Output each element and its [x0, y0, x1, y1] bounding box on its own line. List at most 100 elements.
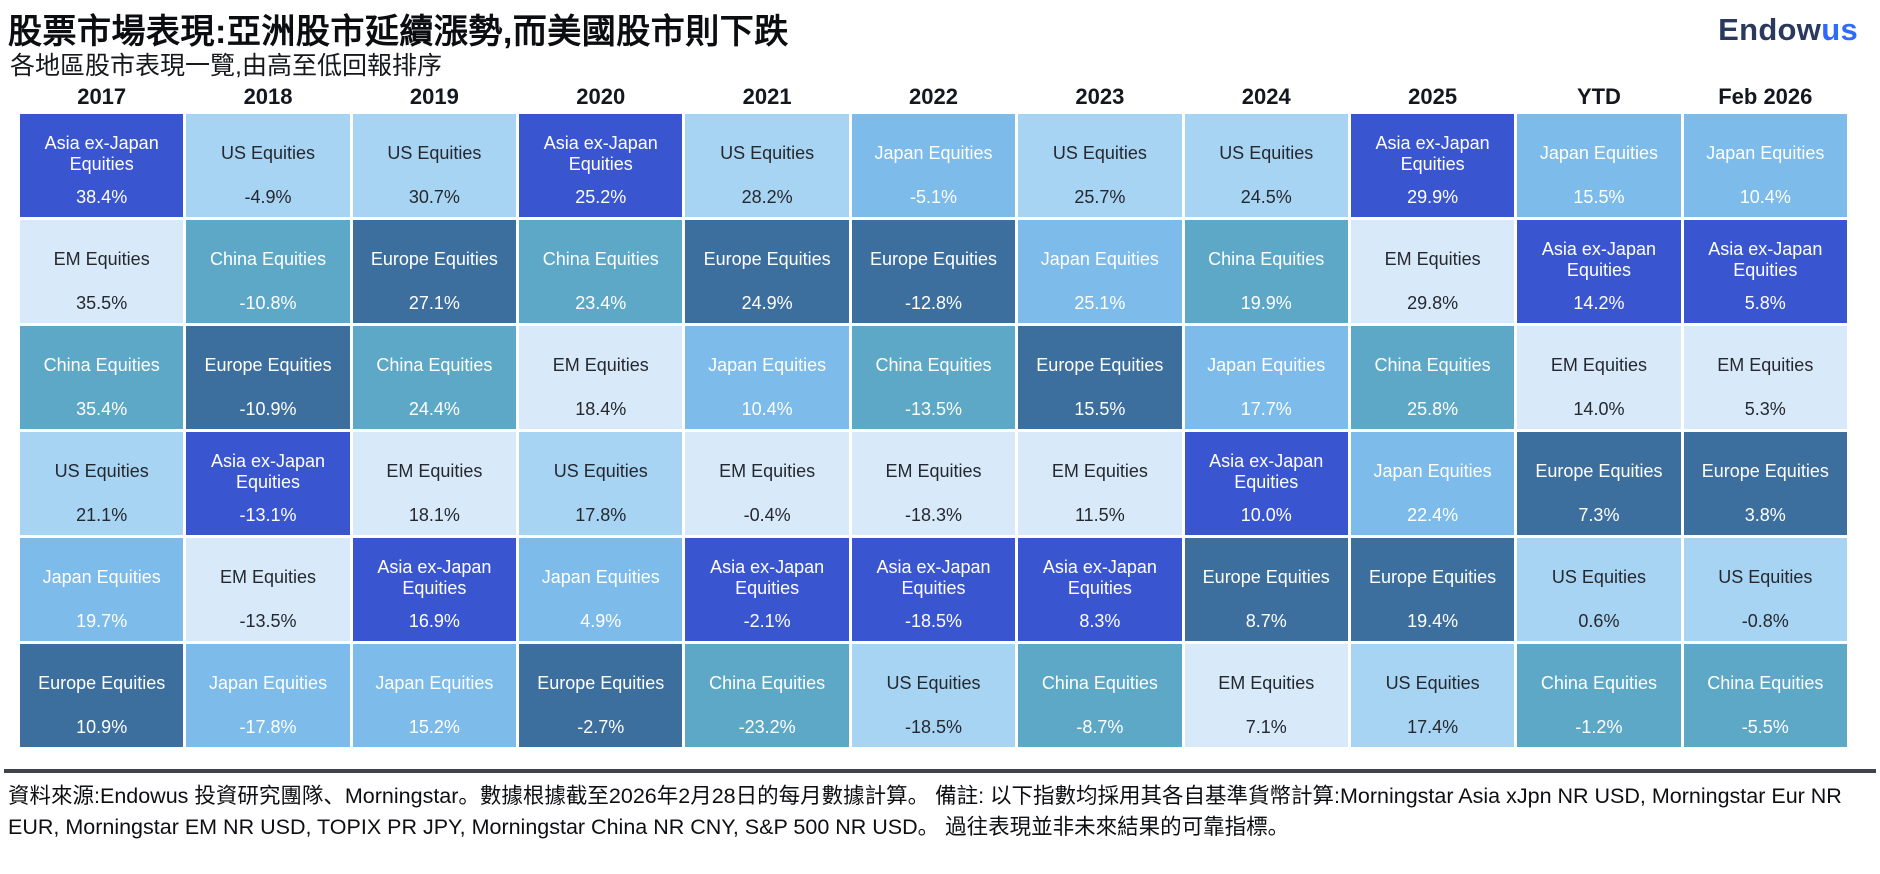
return-value: -0.4%: [743, 505, 791, 525]
asset-label: EM Equities: [719, 461, 816, 482]
asset-label: EM Equities: [220, 567, 317, 588]
year-header-row: 2017 2018 2019 2020 2021 2022 2023 2024 2025 YTD F…: [20, 84, 1847, 110]
return-value: 3.8%: [1744, 505, 1786, 525]
return-value: 14.0%: [1573, 399, 1625, 419]
asset-label: Asia ex-Japan Equities: [543, 132, 658, 174]
page-subtitle: 各地區股市表現一覽,由高至低回報排序: [10, 52, 442, 80]
asset-label: Japan Equities: [541, 567, 660, 588]
return-cell-japan: Japan Equities 17.7%: [1184, 326, 1348, 429]
asset-label: Europe Equities: [537, 673, 665, 694]
return-value: -1.2%: [1575, 717, 1623, 737]
asset-label: China Equities: [1041, 673, 1158, 694]
asset-label: US Equities: [54, 461, 149, 482]
return-value: 27.1%: [408, 293, 460, 313]
return-value: 14.2%: [1573, 293, 1625, 313]
return-cell-asia: Asia ex-Japan Equities -2.1%: [685, 538, 849, 641]
asset-label: Japan Equities: [375, 673, 494, 694]
return-cell-europe: Europe Equities -2.7%: [519, 644, 683, 747]
asset-label: US Equities: [553, 461, 648, 482]
return-cell-em: EM Equities -13.5%: [186, 538, 350, 641]
return-cell-japan: Japan Equities 10.4%: [685, 326, 849, 429]
return-cell-china: China Equities 24.4%: [352, 326, 517, 429]
asset-label: China Equities: [376, 355, 493, 376]
return-value: 5.3%: [1744, 399, 1786, 419]
asset-label: EM Equities: [53, 249, 150, 270]
return-cell-china: China Equities -10.8%: [186, 220, 350, 323]
return-cell-japan: Japan Equities 15.5%: [1517, 114, 1681, 217]
asset-label: Asia ex-Japan Equities: [1708, 238, 1823, 280]
return-cell-us: US Equities -18.5%: [851, 644, 1016, 747]
return-cell-china: China Equities 35.4%: [20, 326, 184, 429]
year-header: 2024: [1241, 84, 1291, 109]
return-cell-em: EM Equities -18.3%: [851, 432, 1016, 535]
return-cell-em: EM Equities 5.3%: [1683, 326, 1847, 429]
return-cell-em: EM Equities 14.0%: [1517, 326, 1681, 429]
return-cell-us: US Equities -0.8%: [1683, 538, 1847, 641]
asset-label: US Equities: [720, 143, 815, 164]
return-cell-asia: Asia ex-Japan Equities 8.3%: [1018, 538, 1182, 641]
asset-label: Asia ex-Japan Equities: [1209, 450, 1324, 492]
asset-label: US Equities: [387, 143, 482, 164]
return-value: 23.4%: [575, 293, 627, 313]
year-header: YTD: [1576, 84, 1621, 109]
asset-label: Japan Equities: [1706, 143, 1825, 164]
asset-label: Europe Equities: [703, 249, 831, 270]
return-value: 10.9%: [76, 717, 128, 737]
asset-label: China Equities: [210, 249, 327, 270]
return-cell-china: China Equities -1.2%: [1517, 644, 1681, 747]
return-cell-asia: Asia ex-Japan Equities 5.8%: [1683, 220, 1847, 323]
asset-label: Japan Equities: [874, 143, 993, 164]
asset-label: China Equities: [43, 355, 160, 376]
asset-label: Japan Equities: [42, 567, 161, 588]
asset-label: Asia ex-Japan Equities: [44, 132, 159, 174]
asset-label: Europe Equities: [204, 355, 332, 376]
return-value: 17.7%: [1240, 399, 1292, 419]
asset-label: China Equities: [875, 355, 992, 376]
asset-label: China Equities: [1540, 673, 1657, 694]
asset-label: EM Equities: [1051, 461, 1148, 482]
asset-label: Japan Equities: [1539, 143, 1658, 164]
asset-label: Europe Equities: [869, 249, 998, 270]
asset-label: Asia ex-Japan Equities: [710, 556, 825, 598]
return-cell-asia: Asia ex-Japan Equities 14.2%: [1517, 220, 1681, 323]
year-header: 2019: [409, 84, 459, 109]
return-value: 5.8%: [1744, 293, 1786, 313]
return-value: 7.3%: [1578, 505, 1620, 525]
return-value: 29.8%: [1407, 293, 1459, 313]
asset-label: Europe Equities: [1369, 567, 1497, 588]
asset-label: US Equities: [886, 673, 981, 694]
asset-label: China Equities: [1707, 673, 1824, 694]
asset-label: Asia ex-Japan Equities: [1541, 238, 1656, 280]
footer-divider: [4, 769, 1876, 773]
asset-label: EM Equities: [1218, 673, 1315, 694]
return-value: 24.5%: [1240, 187, 1292, 207]
return-cell-em: EM Equities 11.5%: [1018, 432, 1182, 535]
return-cell-us: US Equities 28.2%: [685, 114, 849, 217]
return-cell-asia: Asia ex-Japan Equities 10.0%: [1184, 432, 1348, 535]
return-value: -10.8%: [239, 293, 297, 313]
return-value: 7.1%: [1245, 717, 1287, 737]
return-cell-europe: Europe Equities 24.9%: [685, 220, 849, 323]
endowus-logo: Endowus: [1718, 12, 1858, 48]
year-header: 2020: [576, 84, 626, 109]
return-value: 35.4%: [76, 399, 128, 419]
return-cell-europe: Europe Equities 15.5%: [1018, 326, 1182, 429]
return-value: 25.1%: [1074, 293, 1126, 313]
asset-label: Asia ex-Japan Equities: [1042, 556, 1157, 598]
return-value: 30.7%: [408, 187, 460, 207]
return-value: 15.5%: [1074, 399, 1126, 419]
return-cell-japan: Japan Equities 4.9%: [519, 538, 683, 641]
return-cell-em: EM Equities 35.5%: [20, 220, 184, 323]
page-title: 股票市場表現:亞洲股市延續漲勢,而美國股市則下跌: [8, 13, 789, 51]
return-cell-asia: Asia ex-Japan Equities 38.4%: [20, 114, 184, 217]
return-cell-china: China Equities 23.4%: [519, 220, 683, 323]
return-cell-europe: Europe Equities 27.1%: [352, 220, 517, 323]
return-value: -12.8%: [904, 293, 963, 313]
asset-label: Japan Equities: [1373, 461, 1492, 482]
return-value: 11.5%: [1075, 505, 1125, 525]
asset-label: US Equities: [1718, 567, 1813, 588]
year-header: 2018: [243, 84, 293, 109]
return-cell-em: EM Equities 7.1%: [1184, 644, 1348, 747]
return-value: -18.5%: [904, 611, 963, 631]
asset-label: EM Equities: [552, 355, 649, 376]
